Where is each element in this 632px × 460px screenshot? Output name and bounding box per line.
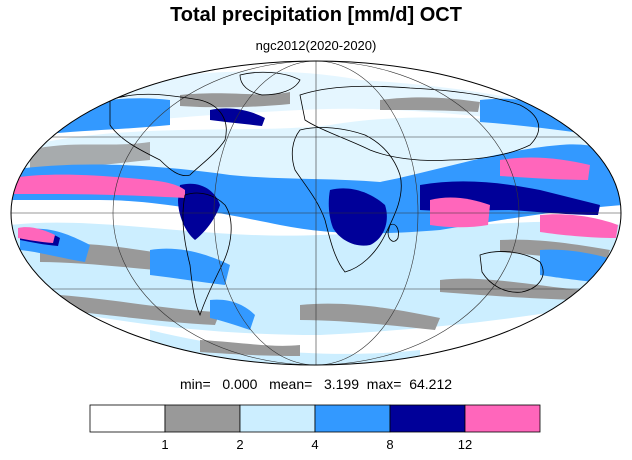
min-label: min= [179, 376, 211, 392]
colorbar-tick-label: 12 [458, 437, 472, 452]
min-value: 0.000 [222, 376, 258, 392]
continent-outlines [109, 71, 544, 317]
colorbar-swatch [314, 404, 391, 433]
precip-band-pink [12, 157, 618, 243]
graticule [11, 61, 621, 365]
colorbar-tick-label: 8 [386, 437, 393, 452]
colorbar-swatch [164, 404, 241, 433]
colorbar-tick-label: 2 [236, 437, 243, 452]
plot-subtitle: ngc2012(2020-2020) [255, 38, 377, 53]
colorbar-swatch [389, 404, 466, 433]
mean-label: mean= [269, 376, 313, 392]
mean-value: 3.199 [323, 376, 360, 392]
map-border [10, 60, 622, 366]
colorbar-swatch [89, 404, 166, 433]
colorbar-tick-label: 1 [161, 437, 168, 452]
max-label: max= [366, 376, 402, 392]
plot-title: Total precipitation [mm/d] OCT [170, 4, 462, 26]
statistics-line: min= 0.000 mean= 3.199 max= 64.212 [0, 376, 632, 392]
colorbar-swatch [464, 404, 541, 433]
max-value: 64.212 [409, 376, 453, 392]
colorbar-tick-label: 4 [311, 437, 318, 452]
colorbar-swatch [239, 404, 316, 433]
